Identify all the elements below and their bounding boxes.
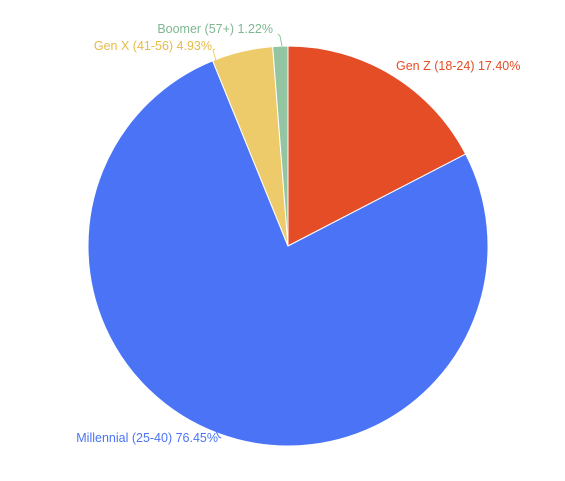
leader-line-2 [212, 48, 217, 62]
slices-layer [87, 45, 489, 447]
pie-slice-millennial-25-40[interactable] [87, 60, 489, 447]
slice-label: Boomer (57+) 1.22% [157, 22, 273, 36]
leader-line-3 [277, 33, 283, 47]
leader-lines-layer [212, 33, 283, 439]
pie-slice-boomer-57[interactable] [272, 45, 289, 247]
slice-label: Millennial (25-40) 76.45% [76, 431, 218, 445]
slice-label: Gen X (41-56) 4.93% [94, 39, 212, 53]
pie-slice-gen-z-18-24[interactable] [287, 45, 467, 247]
slice-label: Gen Z (18-24) 17.40% [396, 59, 520, 73]
leader-line-1 [213, 427, 222, 439]
labels-layer: Gen Z (18-24) 17.40% Millennial (25-40) 7… [76, 22, 520, 445]
